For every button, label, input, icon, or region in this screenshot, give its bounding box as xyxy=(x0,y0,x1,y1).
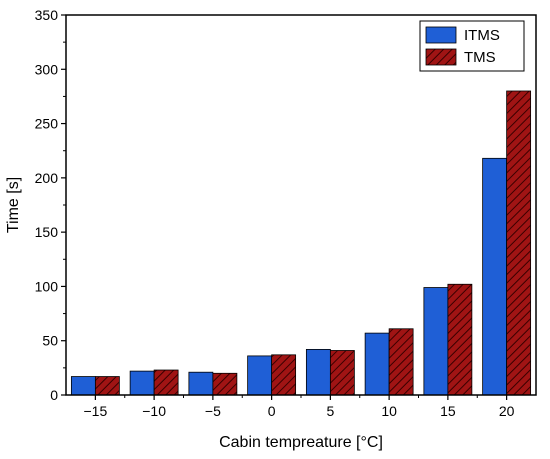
bar-itms--10 xyxy=(129,370,155,396)
y-tick-label: 150 xyxy=(35,224,59,240)
y-tick-label: 250 xyxy=(35,116,59,132)
x-axis-ticks: −15 −10 −5 0 5 10 15 20 xyxy=(84,395,515,419)
y-tick-label: 50 xyxy=(42,333,58,349)
x-tick-label: −5 xyxy=(205,403,221,419)
y-tick-label: 100 xyxy=(35,278,59,294)
x-axis-label: Cabin tempreature [°C] xyxy=(219,434,383,451)
bar-tms--10 xyxy=(153,369,179,396)
plot-frame xyxy=(65,14,537,396)
bar-itms-20 xyxy=(482,157,508,396)
legend-swatch-itms xyxy=(425,26,457,44)
legend: ITMS TMS xyxy=(419,20,525,72)
x-tick-label: −15 xyxy=(84,403,108,419)
x-tick-label: −10 xyxy=(142,403,166,419)
bar-tms-15 xyxy=(447,283,473,396)
bar-itms--5 xyxy=(188,371,214,396)
bar-tms--5 xyxy=(212,372,238,396)
x-tick-label: 15 xyxy=(440,403,456,419)
bar-itms-10 xyxy=(364,332,390,396)
y-axis-label: Time [s] xyxy=(5,177,22,233)
bar-tms-20 xyxy=(506,90,532,396)
y-axis-ticks: 0 50 100 150 200 250 300 350 xyxy=(35,7,66,403)
bar-tms-0 xyxy=(271,354,297,396)
bar-itms-0 xyxy=(247,355,273,396)
x-tick-label: 10 xyxy=(381,403,397,419)
legend-swatch-tms xyxy=(425,48,457,66)
bars-group xyxy=(70,90,532,396)
legend-label-tms: TMS xyxy=(464,49,496,66)
y-tick-label: 300 xyxy=(35,61,59,77)
x-tick-label: 5 xyxy=(326,403,334,419)
bar-tms-5 xyxy=(329,350,355,396)
x-tick-label: 0 xyxy=(268,403,276,419)
y-tick-label: 350 xyxy=(35,7,59,23)
legend-label-itms: ITMS xyxy=(464,27,500,44)
y-tick-label: 200 xyxy=(35,170,59,186)
bar-itms--15 xyxy=(70,376,96,396)
bar-tms--15 xyxy=(94,376,120,396)
bar-tms-10 xyxy=(388,328,414,396)
x-tick-label: 20 xyxy=(499,403,515,419)
bar-itms-15 xyxy=(423,287,449,396)
y-tick-label: 0 xyxy=(50,387,58,403)
bar-itms-5 xyxy=(305,348,331,396)
